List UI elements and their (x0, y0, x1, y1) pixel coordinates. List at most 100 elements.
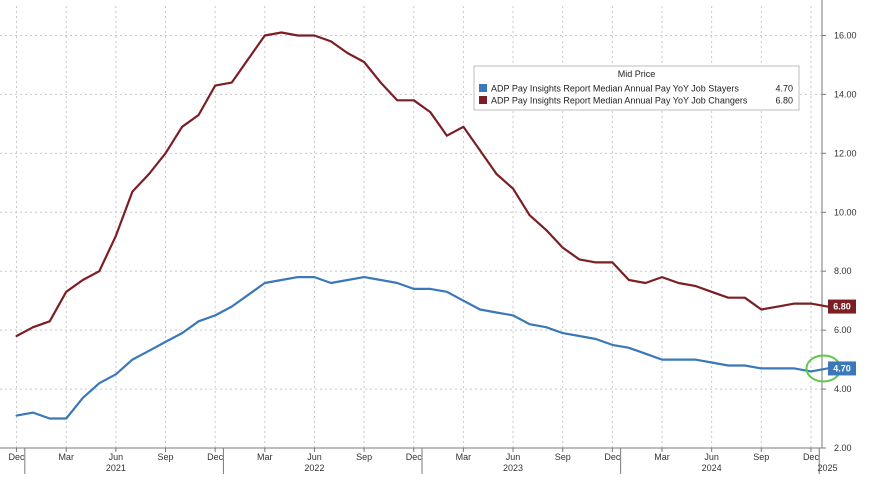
series-point-0 (529, 323, 531, 325)
series-point-0 (446, 291, 448, 293)
series-point-1 (413, 99, 415, 101)
y-tick-label: 4.00 (834, 384, 852, 394)
last-value-tag-text-0: 4.70 (833, 363, 851, 373)
series-point-0 (15, 414, 18, 417)
x-tick-label: Dec (207, 452, 224, 462)
series-point-0 (396, 282, 398, 284)
series-point-0 (711, 361, 713, 364)
series-point-1 (214, 84, 216, 87)
x-tick-label: Mar (456, 452, 472, 462)
x-tick-label: Mar (58, 452, 74, 462)
series-point-0 (826, 367, 829, 370)
series-point-1 (346, 52, 349, 54)
series-point-0 (148, 350, 150, 352)
series-point-0 (181, 332, 183, 334)
series-point-1 (231, 82, 233, 84)
y-tick-label: 6.00 (834, 325, 852, 335)
series-point-1 (164, 152, 167, 154)
x-tick-label: Sep (157, 452, 173, 462)
series-point-0 (214, 314, 216, 316)
x-tick-label: Dec (604, 452, 621, 462)
last-value-tag-1 (828, 299, 856, 314)
series-point-0 (744, 364, 746, 367)
series-point-0 (595, 338, 597, 340)
series-point-1 (396, 99, 398, 101)
series-point-0 (32, 412, 34, 414)
series-point-1 (727, 297, 729, 299)
series-point-0 (644, 353, 647, 355)
x-tick-label: Mar (654, 452, 670, 462)
series-point-1 (793, 303, 796, 305)
series-point-1 (380, 82, 382, 84)
x-tick-label: Mar (257, 452, 273, 462)
series-point-0 (82, 397, 84, 399)
legend-entry-1: ADP Pay Insights Report Median Annual Pa… (491, 96, 748, 106)
legend-title: Mid Price (618, 69, 656, 79)
series-point-1 (495, 173, 498, 175)
series-point-1 (810, 303, 812, 305)
series-point-1 (280, 31, 282, 34)
series-point-1 (777, 305, 779, 308)
y-tick-label: 10.00 (834, 207, 857, 217)
series-point-1 (264, 34, 266, 37)
series-point-1 (479, 149, 481, 151)
legend-box (473, 65, 800, 111)
series-point-0 (661, 359, 663, 361)
series-point-1 (595, 261, 597, 263)
series-point-1 (562, 247, 564, 249)
series-point-0 (297, 276, 299, 278)
x-tick-label: Jun (506, 452, 521, 462)
x-tick-label: Sep (753, 452, 769, 462)
series-line-1 (15, 31, 829, 338)
series-point-0 (280, 279, 282, 281)
series-point-0 (49, 417, 51, 420)
series-point-1 (661, 276, 663, 278)
series-point-1 (49, 320, 51, 322)
legend-value-0: 4.70 (775, 84, 793, 94)
series-point-0 (164, 341, 167, 343)
x-tick-label: Jun (704, 452, 719, 462)
series-point-0 (562, 332, 564, 334)
axes (0, 0, 826, 474)
series-point-1 (826, 305, 829, 308)
x-tick-label: Sep (555, 452, 571, 462)
series-point-0 (462, 300, 464, 302)
series-point-0 (429, 288, 431, 290)
legend-value-1: 6.80 (775, 96, 793, 106)
series-point-1 (198, 114, 200, 116)
series-point-1 (694, 285, 696, 287)
legend: Mid Price ADP Pay Insights Report Median … (473, 65, 800, 111)
series-point-0 (413, 288, 415, 290)
grid (0, 6, 822, 449)
series-point-1 (363, 61, 365, 63)
x-year-label: 2021 (106, 463, 126, 473)
series-point-0 (231, 305, 233, 308)
series-point-0 (346, 279, 349, 281)
x-tick-label: Sep (356, 452, 372, 462)
series-point-1 (711, 291, 713, 293)
series-point-0 (677, 359, 680, 361)
series-point-0 (115, 373, 117, 375)
y-tick-label: 8.00 (834, 266, 852, 276)
series-point-0 (727, 364, 729, 367)
series-point-1 (82, 279, 84, 281)
x-tick-label: Jun (307, 452, 322, 462)
series-point-1 (512, 188, 514, 190)
series-line-0 (15, 276, 829, 420)
series-point-1 (578, 258, 580, 261)
series-point-1 (529, 214, 531, 216)
x-tick-label: Jun (109, 452, 124, 462)
x-year-label: 2023 (503, 463, 523, 473)
labels: 2.00 4.00 6.00 8.00 10.00 12.00 14.00 16.00 Dec M… (9, 30, 857, 473)
series-point-0 (380, 279, 382, 281)
series-point-1 (628, 279, 630, 281)
series-point-0 (512, 314, 514, 316)
series-point-0 (495, 311, 498, 314)
x-year-label: 2022 (304, 463, 324, 473)
y-tick-label: 2.00 (834, 443, 852, 453)
legend-swatch-0 (479, 84, 487, 92)
series-point-0 (777, 367, 779, 370)
series-point-1 (148, 173, 150, 175)
series-point-1 (611, 261, 613, 263)
